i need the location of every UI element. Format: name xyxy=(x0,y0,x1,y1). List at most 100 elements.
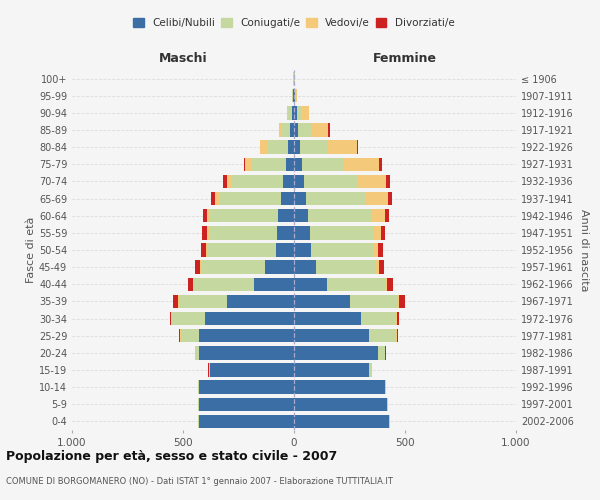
Bar xyxy=(294,312,361,326)
Bar xyxy=(201,260,265,274)
Bar xyxy=(251,158,286,171)
Bar xyxy=(203,209,207,222)
Bar xyxy=(207,226,209,239)
Bar xyxy=(301,106,309,120)
Bar xyxy=(276,244,294,256)
Bar xyxy=(376,260,379,274)
Bar xyxy=(188,278,193,291)
Bar xyxy=(290,124,294,136)
Bar xyxy=(294,329,370,342)
Bar xyxy=(387,278,394,291)
Bar xyxy=(277,226,294,239)
Bar xyxy=(398,294,400,308)
Bar xyxy=(194,278,254,291)
Bar xyxy=(232,174,283,188)
Bar xyxy=(294,346,379,360)
Bar xyxy=(294,260,316,274)
Bar xyxy=(195,260,200,274)
Bar xyxy=(293,89,294,102)
Bar xyxy=(372,209,385,222)
Bar xyxy=(328,124,329,136)
Bar xyxy=(294,209,308,222)
Bar xyxy=(397,312,400,326)
Bar xyxy=(245,158,251,171)
Bar xyxy=(302,158,344,171)
Bar xyxy=(361,312,396,326)
Bar xyxy=(201,244,206,256)
Bar xyxy=(349,294,398,308)
Bar xyxy=(385,380,386,394)
Bar xyxy=(397,329,398,342)
Bar xyxy=(227,174,232,188)
Bar xyxy=(199,346,294,360)
Bar xyxy=(206,244,208,256)
Bar xyxy=(370,364,372,376)
Bar xyxy=(379,244,383,256)
Bar xyxy=(294,192,306,205)
Bar xyxy=(292,89,293,102)
Bar xyxy=(209,226,277,239)
Bar xyxy=(316,260,376,274)
Text: Femmine: Femmine xyxy=(373,52,437,65)
Bar xyxy=(294,244,311,256)
Bar xyxy=(223,174,227,188)
Bar xyxy=(400,294,405,308)
Bar xyxy=(202,226,207,239)
Bar xyxy=(289,106,292,120)
Text: Maschi: Maschi xyxy=(158,52,208,65)
Bar xyxy=(283,174,294,188)
Bar xyxy=(379,260,385,274)
Bar xyxy=(227,294,294,308)
Bar xyxy=(379,158,382,171)
Bar xyxy=(294,278,328,291)
Bar xyxy=(289,140,294,154)
Bar xyxy=(198,380,199,394)
Bar xyxy=(386,174,390,188)
Bar xyxy=(328,140,357,154)
Bar xyxy=(294,158,302,171)
Bar xyxy=(218,192,281,205)
Bar xyxy=(199,329,294,342)
Bar xyxy=(209,364,294,376)
Bar xyxy=(244,158,245,171)
Y-axis label: Fasce di età: Fasce di età xyxy=(26,217,36,283)
Bar xyxy=(306,192,366,205)
Bar xyxy=(286,158,294,171)
Bar xyxy=(294,398,387,411)
Bar xyxy=(396,312,397,326)
Bar xyxy=(281,192,294,205)
Bar xyxy=(282,124,290,136)
Bar xyxy=(294,140,299,154)
Bar xyxy=(265,260,294,274)
Bar xyxy=(357,140,358,154)
Bar xyxy=(294,294,349,308)
Bar xyxy=(292,106,294,120)
Bar xyxy=(170,312,172,326)
Bar xyxy=(388,192,392,205)
Bar xyxy=(295,89,296,102)
Bar xyxy=(294,226,310,239)
Bar xyxy=(344,158,379,171)
Bar xyxy=(385,209,389,222)
Bar xyxy=(254,278,294,291)
Bar xyxy=(310,226,374,239)
Bar xyxy=(173,294,178,308)
Bar xyxy=(208,244,276,256)
Bar xyxy=(215,192,218,205)
Bar xyxy=(298,124,311,136)
Bar xyxy=(385,278,387,291)
Bar xyxy=(374,244,379,256)
Bar xyxy=(287,106,289,120)
Bar xyxy=(193,278,194,291)
Bar xyxy=(199,398,294,411)
Bar xyxy=(200,260,201,274)
Bar xyxy=(308,209,372,222)
Bar xyxy=(179,294,227,308)
Bar xyxy=(205,312,294,326)
Bar xyxy=(172,312,205,326)
Bar xyxy=(374,226,380,239)
Bar xyxy=(199,414,294,428)
Bar xyxy=(357,174,386,188)
Bar xyxy=(328,278,385,291)
Bar xyxy=(296,89,298,102)
